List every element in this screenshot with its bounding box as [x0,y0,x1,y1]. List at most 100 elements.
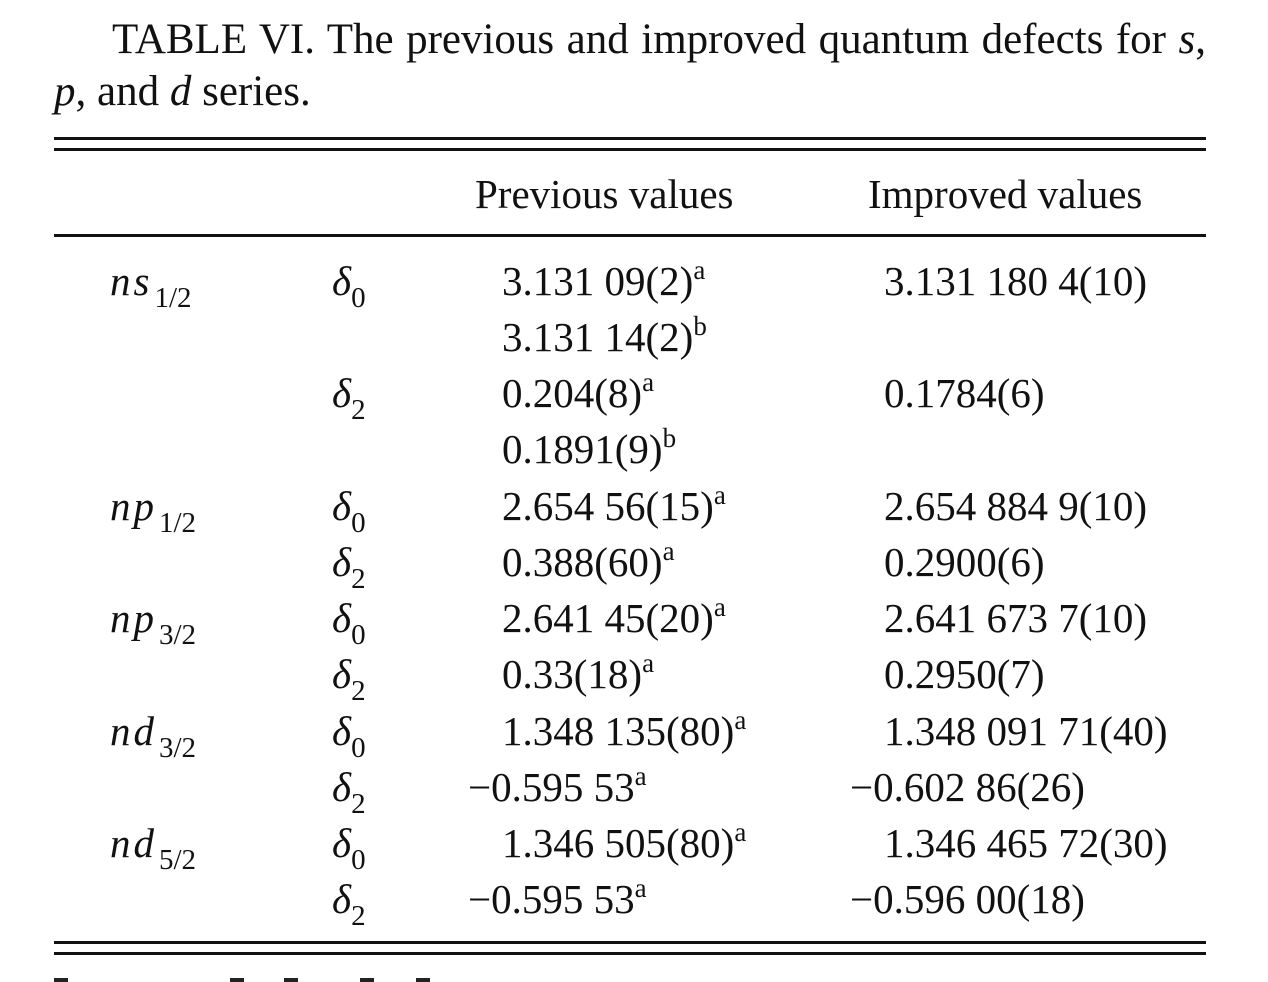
series-subscript: 5/2 [159,844,197,876]
caption-series: series. [202,68,311,115]
delta-symbol: δ [332,258,352,304]
caption-var-s: s [1178,16,1196,63]
cropped-glyph [416,978,430,982]
improved-value: 3.131 180 4(10) [884,258,1148,304]
previous-value: 3.131 14(2)b [502,311,707,365]
param-delta-0: δ0 [332,595,366,651]
param-delta-2: δ2 [332,876,366,932]
bottom-rule-2 [54,952,1206,955]
cropped-glyph [54,978,68,982]
previous-value: 0.33(18)a [502,648,655,702]
param-delta-0: δ0 [332,483,366,539]
footnote-mark: a [642,648,655,678]
delta-subscript: 2 [351,563,366,595]
previous-value: 1.346 505(80)a [502,817,747,871]
value-text: 0.204(8) [502,370,643,416]
value-text: 1.346 505(80) [502,820,735,866]
value-text: 2.654 56(15) [502,483,714,529]
value-text: 0.388(60) [502,539,663,585]
delta-symbol: δ [332,820,352,866]
improved-value: 0.1784(6) [884,370,1045,416]
caption-line-1: TABLE VI. The previous and improved quan… [54,14,1206,66]
footnote-mark: a [634,873,647,903]
previous-value: 0.388(60)a [502,536,675,590]
delta-subscript: 0 [351,282,366,314]
improved-value: 0.2900(6) [884,539,1045,585]
value-text: 3.131 14(2) [502,314,694,360]
series-ns-1-2: ns1/2 [110,258,192,314]
caption-var-d: d [169,68,192,115]
value-text: 2.641 45(20) [502,595,714,641]
value-text: 0.1891(9) [502,426,663,472]
value-text: 1.348 135(80) [502,708,735,754]
value-text: 0.33(18) [502,651,643,697]
previous-value: 1.348 135(80)a [502,705,746,759]
delta-symbol: δ [332,483,352,529]
improved-value: 1.346 465 72(30) [884,820,1168,866]
series-nd-3-2: nd3/2 [110,708,196,764]
series-name: nd [110,708,157,754]
param-delta-2: δ2 [332,764,366,820]
top-rule-1 [54,137,1206,140]
param-delta-0: δ0 [332,708,366,764]
delta-subscript: 2 [351,900,366,932]
delta-subscript: 2 [351,394,366,426]
previous-value: −0.595 53a [468,873,647,927]
series-np-3-2: np3/2 [110,595,196,651]
table-label: TABLE VI. [112,16,315,63]
improved-value: 0.2950(7) [884,651,1045,697]
series-name: np [110,483,157,529]
footnote-mark: a [713,592,726,622]
top-rule-2 [54,148,1206,151]
footnote-mark: a [734,817,747,847]
caption-and: , and [75,68,160,115]
improved-value: −0.596 00(18) [850,876,1085,922]
series-subscript: 3/2 [159,732,197,764]
delta-symbol: δ [332,651,352,697]
caption-comma: , [1195,16,1206,63]
cropped-footnote-line [54,972,454,982]
footnote-mark: a [693,255,706,285]
improved-value: 2.641 673 7(10) [884,595,1148,641]
previous-value: 2.641 45(20)a [502,592,726,646]
series-subscript: 3/2 [159,619,197,651]
improved-value: 2.654 884 9(10) [884,483,1148,529]
series-name: ns [110,258,153,304]
table-caption: TABLE VI. The previous and improved quan… [54,14,1206,118]
header-improved-values: Improved values [868,171,1143,217]
delta-subscript: 0 [351,619,366,651]
cropped-glyph [284,978,298,982]
previous-value: 2.654 56(15)a [502,480,726,534]
delta-symbol: δ [332,539,352,585]
footnote-mark: a [634,761,647,791]
series-nd-5-2: nd5/2 [110,820,196,876]
improved-value: −0.602 86(26) [850,764,1085,810]
footnote-mark: b [662,423,677,453]
delta-subscript: 0 [351,507,366,539]
footnote-mark: a [642,367,655,397]
improved-value: 1.348 091 71(40) [884,708,1168,754]
value-text: −0.595 53 [468,876,635,922]
series-name: np [110,595,157,641]
delta-symbol: δ [332,708,352,754]
previous-value: 3.131 09(2)a [502,255,706,309]
delta-symbol: δ [332,876,352,922]
cropped-glyph [360,978,374,982]
delta-subscript: 0 [351,844,366,876]
param-delta-2: δ2 [332,539,366,595]
value-text: −0.595 53 [468,764,635,810]
series-np-1-2: np1/2 [110,483,196,539]
delta-subscript: 2 [351,675,366,707]
previous-value: 0.204(8)a [502,367,655,421]
caption-var-p: p [54,68,76,115]
delta-subscript: 2 [351,788,366,820]
param-delta-2: δ2 [332,370,366,426]
delta-symbol: δ [332,764,352,810]
series-name: nd [110,820,157,866]
previous-value: −0.595 53a [468,761,647,815]
footnote-mark: a [662,536,675,566]
footnote-mark: a [713,480,726,510]
value-text: 3.131 09(2) [502,258,694,304]
header-previous-values: Previous values [475,171,734,217]
param-delta-0: δ0 [332,258,366,314]
